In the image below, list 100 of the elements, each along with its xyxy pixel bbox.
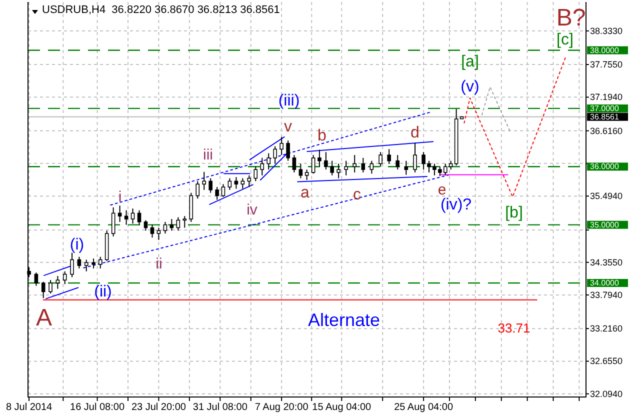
annotation: (i) [70, 236, 84, 254]
candlestick [254, 166, 258, 182]
candlestick [56, 276, 60, 290]
candlestick [84, 259, 88, 272]
y-tick-label: 35.4940 [590, 191, 623, 202]
candlestick [404, 160, 408, 176]
candlestick [234, 176, 238, 190]
y-tick-label: 33.7940 [590, 290, 623, 300]
candlestick [336, 163, 340, 179]
candlestick [344, 160, 348, 176]
candlestick [34, 272, 38, 286]
ref-line-label: 36.0000 [590, 162, 620, 172]
annotation: b [318, 128, 327, 144]
candlestick [196, 180, 200, 200]
candlestick [304, 169, 309, 181]
ref-line-label: 34.0000 [590, 278, 620, 288]
candlestick [176, 216, 180, 232]
ref-line-label: 38.0000 [590, 46, 620, 55]
annotation: A [36, 304, 52, 332]
candlestick [170, 218, 174, 232]
x-tick-label: 31 Jul 08:00 [192, 402, 248, 413]
candlestick [413, 142, 417, 173]
y-tick-label: 36.6160 [590, 126, 623, 136]
candlestick [378, 152, 382, 168]
candlestick [228, 178, 232, 190]
candlestick [273, 146, 277, 164]
annotation: [b] [505, 204, 523, 222]
candlestick [182, 216, 187, 228]
chart-title: USDRUB,H4 36.8220 36.8670 36.8213 36.8561 [42, 4, 280, 16]
annotation: d [410, 124, 420, 142]
y-tick-label: 34.3550 [590, 257, 623, 268]
candlestick [130, 208, 135, 224]
annotation: v [284, 118, 292, 136]
candlestick [221, 184, 226, 198]
candlestick [280, 136, 284, 156]
candlestick [48, 280, 52, 294]
candlestick [208, 178, 212, 194]
candlestick [98, 256, 102, 269]
x-tick-label: 7 Aug 20:00 [254, 402, 309, 413]
candlestick [156, 227, 161, 240]
annotation: (iii) [278, 92, 300, 110]
candlestick [387, 148, 391, 164]
annotation: (iv)? [440, 196, 472, 214]
y-tick-label: 37.7550 [590, 60, 623, 70]
candlestick [124, 210, 128, 226]
y-tick-label: 32.0940 [590, 388, 623, 399]
candlestick [318, 149, 322, 168]
candlestick [202, 171, 206, 190]
x-tick-label: 25 Aug 04:00 [394, 402, 454, 413]
candlestick [189, 192, 194, 222]
annotation: B? [556, 4, 586, 32]
line-series [464, 56, 566, 198]
candlestick [62, 270, 67, 285]
annotation: (ii) [94, 284, 112, 300]
candlestick [70, 252, 74, 278]
candlestick [144, 220, 148, 232]
candlestick [352, 154, 357, 173]
candlestick [247, 174, 252, 188]
candlestick [150, 224, 154, 238]
annotation: c [353, 186, 361, 204]
x-tick-label: 16 Jul 08:00 [70, 402, 125, 413]
annotation: e [438, 182, 446, 198]
candlestick [260, 157, 264, 176]
y-tick-label: 37.1940 [590, 92, 623, 102]
candlestick [311, 154, 316, 174]
candlestick [286, 140, 290, 162]
x-tick-label: 23 Jul 20:00 [131, 402, 186, 413]
annotation: [a] [461, 54, 479, 70]
x-tick-label: 15 Aug 04:00 [312, 402, 372, 413]
ref-line-label: 36.8561 [590, 112, 620, 122]
candlestick [163, 221, 168, 234]
annotation: i [118, 188, 122, 206]
candlestick [266, 152, 271, 170]
annotation: Alternate [308, 310, 380, 330]
ref-line-label: 35.0000 [590, 220, 620, 230]
candlestick [292, 154, 296, 173]
candlestick [92, 258, 96, 269]
ref-line-label: 37.0000 [590, 104, 620, 113]
candlestick [77, 256, 82, 269]
candlestick [330, 160, 334, 176]
y-tick-label: 38.3330 [590, 26, 623, 36]
candlestick [396, 154, 400, 170]
annotation: 33.71 [498, 320, 530, 336]
candlestick [41, 281, 46, 299]
candlestick [324, 152, 328, 170]
annotation: iii [203, 146, 213, 164]
y-tick-label: 32.6550 [590, 356, 623, 366]
y-tick-label: 33.2160 [590, 324, 623, 334]
x-tick-label: 8 Jul 2014 [6, 402, 53, 413]
annotation: [c] [556, 32, 574, 48]
candlestick [137, 210, 142, 226]
candlestick [111, 206, 116, 237]
candlestick [215, 186, 219, 200]
annotation: iv [246, 202, 258, 218]
candlestick [118, 205, 122, 222]
annotation: ii [156, 256, 162, 272]
candlestick [298, 163, 303, 179]
candlestick [361, 157, 366, 173]
candlestick [370, 160, 374, 174]
candlestick [240, 178, 245, 190]
